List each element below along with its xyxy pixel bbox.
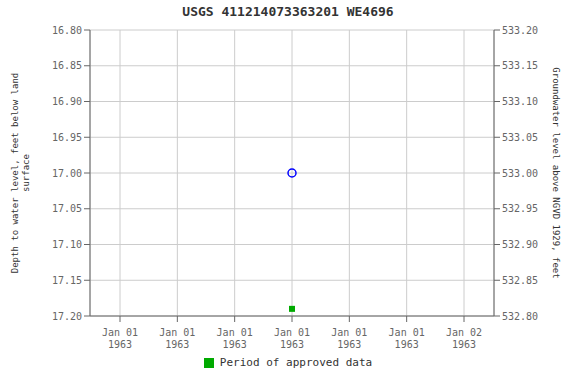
svg-text:532.80: 532.80 (502, 311, 538, 322)
svg-text:16.85: 16.85 (52, 60, 82, 71)
svg-text:Jan 011963: Jan 011963 (102, 327, 138, 350)
svg-text:532.95: 532.95 (502, 203, 538, 214)
svg-text:17.05: 17.05 (52, 203, 82, 214)
svg-text:533.20: 533.20 (502, 25, 538, 36)
svg-text:Depth to water level, feet bel: Depth to water level, feet below landsur… (9, 73, 30, 273)
html-text:USGS 411214073363201 WE4696: USGS 411214073363201 WE4696 (182, 4, 394, 19)
svg-text:17.00: 17.00 (52, 168, 82, 179)
svg-text:533.10: 533.10 (502, 96, 538, 107)
svg-text:533.15: 533.15 (502, 60, 538, 71)
svg-text:Jan 011963: Jan 011963 (389, 327, 425, 350)
svg-text:532.90: 532.90 (502, 239, 538, 250)
svg-text:Jan 011963: Jan 011963 (331, 327, 367, 350)
svg-text:17.20: 17.20 (52, 311, 82, 322)
svg-text:Jan 011963: Jan 011963 (159, 327, 195, 350)
svg-text:16.95: 16.95 (52, 132, 82, 143)
svg-text:17.15: 17.15 (52, 275, 82, 286)
svg-text:17.10: 17.10 (52, 239, 82, 250)
svg-text:16.90: 16.90 (52, 96, 82, 107)
svg-text:Groundwater level above NGVD 1: Groundwater level above NGVD 1929, feet (552, 67, 562, 278)
svg-text:533.00: 533.00 (502, 168, 538, 179)
svg-text:Jan 011963: Jan 011963 (274, 327, 310, 350)
svg-text:Jan 021963: Jan 021963 (446, 327, 482, 350)
svg-text:Jan 011963: Jan 011963 (217, 327, 253, 350)
html-text:Period of approved data: Period of approved data (219, 356, 373, 369)
svg-text:533.05: 533.05 (502, 132, 538, 143)
svg-text:532.85: 532.85 (502, 275, 538, 286)
svg-text:16.80: 16.80 (52, 25, 82, 36)
